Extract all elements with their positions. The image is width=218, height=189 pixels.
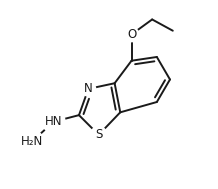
Circle shape [124,27,139,42]
Text: N: N [84,82,93,95]
Text: HN: HN [45,115,62,128]
Circle shape [81,82,95,96]
Text: S: S [95,128,102,141]
Text: H₂N: H₂N [21,135,43,148]
Circle shape [21,130,43,153]
Text: O: O [127,28,136,41]
Circle shape [90,127,107,143]
Circle shape [42,110,65,133]
